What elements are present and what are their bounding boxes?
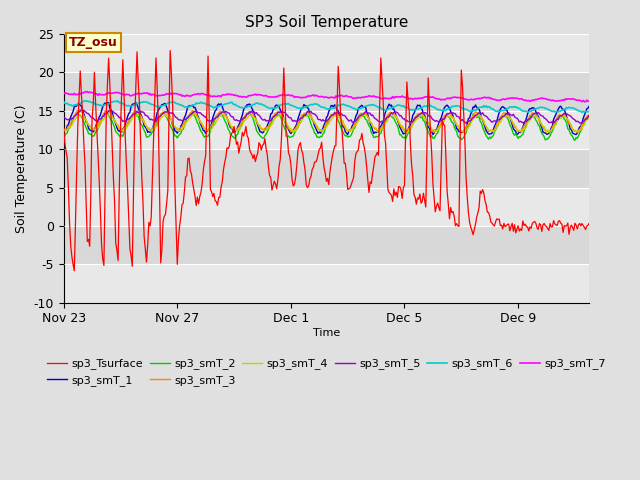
sp3_smT_1 [598,132,606,137]
Line: sp3_smT_3: sp3_smT_3 [63,109,602,132]
sp3_smT_3 [598,127,606,132]
sp3_Tsurface [166,48,174,53]
sp3_smT_4 [298,119,305,124]
Bar [63,34,589,72]
Bar [63,111,589,149]
sp3_smT_4 [60,127,67,132]
sp3_smT_3 [325,116,333,122]
sp3_smT_5 [344,117,351,122]
Line: sp3_smT_1: sp3_smT_1 [63,102,602,134]
sp3_smT_5 [598,117,606,122]
sp3_smT_1 [325,108,333,114]
sp3_smT_1 [544,131,552,137]
sp3_smT_2 [334,118,342,124]
sp3_smT_1 [132,99,140,105]
sp3_smT_5 [544,118,552,124]
sp3_smT_5 [462,120,470,126]
sp3_smT_3 [298,112,305,118]
sp3_smT_6 [515,106,523,111]
sp3_smT_1 [344,132,351,137]
sp3_smT_2 [60,133,67,139]
sp3_smT_4 [161,111,169,117]
sp3_smT_7 [515,96,523,102]
sp3_smT_2 [598,136,606,142]
Bar [63,264,589,303]
sp3_smT_4 [598,127,606,132]
sp3_smT_7 [81,89,89,95]
sp3_smT_6 [60,98,67,104]
sp3_Tsurface [544,226,552,231]
sp3_smT_1 [60,126,67,132]
Line: sp3_Tsurface: sp3_Tsurface [63,50,602,271]
sp3_Tsurface [598,217,606,223]
sp3_smT_5 [334,109,342,115]
sp3_smT_1 [516,130,524,135]
sp3_Tsurface [60,125,67,131]
sp3_smT_6 [344,103,351,108]
sp3_smT_6 [298,106,305,112]
sp3_smT_4 [544,127,552,133]
sp3_smT_2 [216,110,224,116]
sp3_smT_5 [107,107,115,112]
sp3_smT_7 [325,95,333,101]
sp3_smT_3 [344,128,351,133]
sp3_smT_1 [334,108,342,114]
sp3_smT_6 [598,106,606,111]
sp3_smT_3 [334,112,342,118]
sp3_smT_5 [516,119,524,124]
sp3_smT_2 [515,134,523,140]
Line: sp3_smT_5: sp3_smT_5 [63,109,602,123]
sp3_Tsurface [70,268,78,274]
sp3_smT_7 [582,99,589,105]
sp3_smT_5 [60,115,67,120]
sp3_smT_7 [598,97,606,103]
sp3_smT_7 [344,94,351,99]
sp3_Tsurface [299,151,307,156]
X-axis label: Time: Time [313,328,340,338]
sp3_smT_5 [325,116,333,122]
sp3_smT_6 [81,98,89,104]
sp3_Tsurface [335,84,343,89]
sp3_smT_5 [298,116,305,121]
sp3_smT_6 [543,106,550,111]
sp3_smT_4 [403,130,411,136]
sp3_smT_7 [543,96,550,102]
sp3_Tsurface [516,226,524,232]
sp3_smT_6 [325,106,333,112]
sp3_smT_6 [334,102,342,108]
sp3_smT_2 [344,134,351,140]
Legend: sp3_Tsurface, sp3_smT_1, sp3_smT_2, sp3_smT_3, sp3_smT_4, sp3_smT_5, sp3_smT_6, : sp3_Tsurface, sp3_smT_1, sp3_smT_2, sp3_… [42,354,611,390]
sp3_smT_3 [515,129,523,134]
sp3_smT_7 [334,93,342,99]
Line: sp3_smT_4: sp3_smT_4 [63,114,602,133]
Line: sp3_smT_6: sp3_smT_6 [63,101,602,112]
sp3_Tsurface [345,186,353,192]
sp3_smT_1 [345,128,353,134]
sp3_smT_3 [76,107,84,112]
sp3_smT_7 [60,90,67,96]
sp3_smT_2 [298,115,305,121]
Line: sp3_smT_7: sp3_smT_7 [63,92,602,102]
sp3_smT_2 [543,136,550,142]
Y-axis label: Soil Temperature (C): Soil Temperature (C) [15,104,28,233]
Text: TZ_osu: TZ_osu [69,36,118,49]
sp3_smT_3 [60,127,67,132]
sp3_smT_3 [543,129,550,135]
sp3_smT_2 [571,137,579,143]
Line: sp3_smT_2: sp3_smT_2 [63,113,602,140]
sp3_smT_3 [573,130,581,135]
sp3_smT_4 [334,114,342,120]
Bar [63,188,589,226]
sp3_smT_4 [516,129,524,135]
Title: SP3 Soil Temperature: SP3 Soil Temperature [244,15,408,30]
sp3_smT_7 [298,95,305,101]
sp3_smT_4 [325,121,333,127]
sp3_smT_2 [325,119,333,124]
sp3_smT_1 [298,105,305,111]
sp3_smT_4 [344,128,351,133]
sp3_smT_6 [578,109,586,115]
sp3_Tsurface [326,169,334,175]
